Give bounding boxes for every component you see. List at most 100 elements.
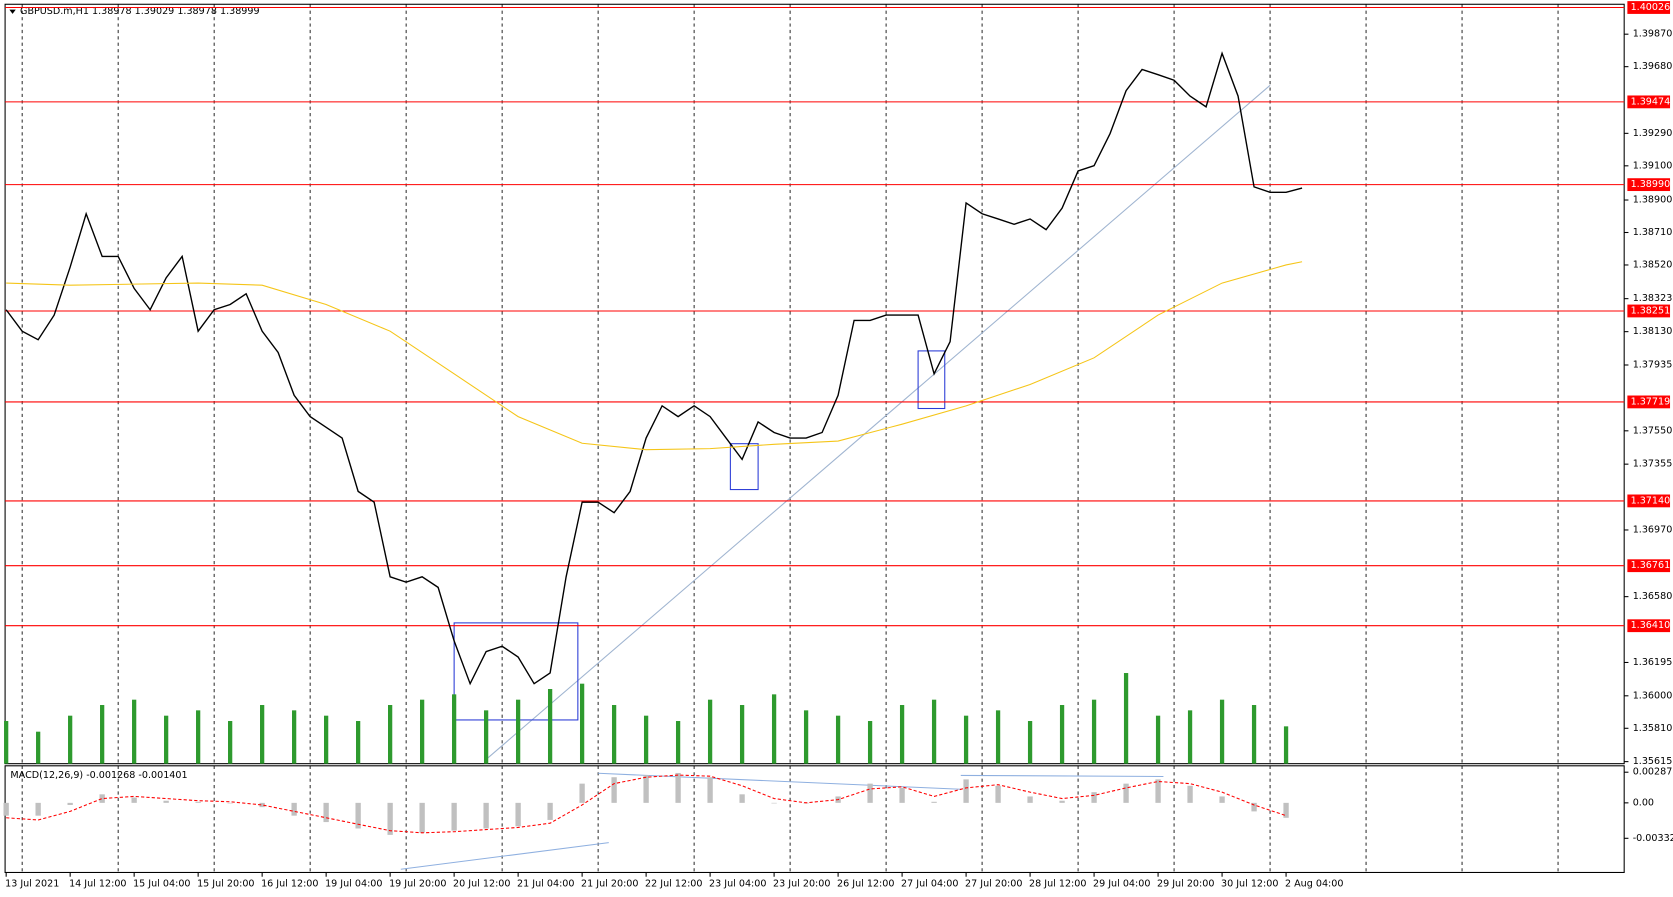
- macd-bar: [419, 802, 425, 833]
- macd-bar: [1219, 796, 1225, 803]
- macd-tick-label: 0.002871: [1633, 767, 1673, 778]
- volume-bar: [1027, 721, 1033, 764]
- level-label: 1.38990: [1631, 179, 1671, 190]
- volume-bar: [451, 694, 457, 764]
- price-line: [5, 51, 1303, 686]
- x-tick-label: 19 Jul 04:00: [325, 879, 382, 890]
- level-label: 1.37140: [1631, 495, 1671, 506]
- volume-bar: [388, 705, 393, 764]
- macd-bar: [195, 801, 201, 803]
- macd-bar: [163, 800, 169, 803]
- trend-line: [400, 842, 609, 870]
- volume-bar: [835, 715, 841, 764]
- y-tick-label: 1.37550: [1633, 425, 1673, 436]
- macd-bar: [995, 785, 1001, 803]
- level-label-bg: [1627, 1, 1671, 14]
- macd-signal: [6, 774, 1287, 834]
- x-tick-label: 29 Jul 20:00: [1157, 879, 1214, 890]
- macd-bar: [963, 779, 969, 803]
- volume-bar: [1091, 699, 1097, 764]
- day-grid: [21, 4, 1559, 873]
- level-label-bg: [1627, 559, 1671, 573]
- macd-bar: [675, 772, 681, 803]
- macd-bar: [611, 777, 617, 803]
- volume-bar: [899, 705, 905, 764]
- y-tick-label: 1.35810: [1633, 723, 1673, 734]
- level-label-bg: [1627, 395, 1671, 409]
- macd-bar: [1027, 796, 1033, 803]
- x-tick-label: 15 Jul 04:00: [133, 879, 190, 890]
- menu-arrow[interactable]: [9, 9, 16, 14]
- volume-bar: [867, 721, 873, 764]
- volume-bar: [1059, 705, 1065, 764]
- y-tick-label: 1.36000: [1633, 690, 1673, 701]
- level-label: 1.36761: [1631, 560, 1671, 571]
- box: [917, 350, 946, 410]
- x-tick-label: 23 Jul 20:00: [773, 879, 830, 890]
- volume-bar: [292, 710, 297, 764]
- x-tick-label: 22 Jul 12:00: [645, 879, 702, 890]
- macd-bar: [387, 802, 393, 835]
- volume-bar: [547, 689, 553, 764]
- x-tick-label: 28 Jul 12:00: [1029, 879, 1086, 890]
- macd-bar: [259, 802, 265, 808]
- y-tick-label: 1.39680: [1633, 61, 1673, 72]
- x-tick-label: 21 Jul 04:00: [517, 879, 574, 890]
- macd-bar: [131, 797, 137, 803]
- volume-bar: [1155, 715, 1161, 764]
- volume-bar: [228, 721, 233, 764]
- volume-bar: [707, 699, 713, 764]
- y-tick-label: 1.36580: [1633, 591, 1673, 602]
- volume-bar: [36, 731, 41, 764]
- trend-line: [960, 774, 1164, 778]
- macd-bar: [931, 801, 937, 803]
- x-tick-label: 29 Jul 04:00: [1093, 879, 1150, 890]
- macd-bar: [99, 794, 105, 803]
- volume-bar: [1219, 699, 1225, 764]
- macd-bar: [35, 802, 41, 816]
- volume-bar: [100, 705, 105, 764]
- volume-bar: [675, 721, 681, 764]
- macd-bar: [579, 783, 585, 803]
- volume-bar: [995, 710, 1001, 764]
- y-tick-label: 1.39870: [1633, 29, 1673, 40]
- macd-bar: [1091, 792, 1097, 803]
- x-tick-label: 14 Jul 12:00: [69, 879, 126, 890]
- x-tick-label: 27 Jul 04:00: [901, 879, 958, 890]
- x-tick-label: 16 Jul 12:00: [261, 879, 318, 890]
- y-tick-label: 1.36970: [1633, 524, 1673, 535]
- x-tick-label: 27 Jul 20:00: [965, 879, 1022, 890]
- volume-bar: [1123, 673, 1129, 764]
- macd-bar: [451, 802, 457, 831]
- x-tick-label: 21 Jul 20:00: [581, 879, 638, 890]
- volume-bar: [1283, 726, 1289, 764]
- volume-bar: [419, 699, 425, 764]
- volume-bar: [132, 699, 137, 764]
- y-tick-label: 1.35615: [1633, 756, 1673, 767]
- y-tick-label: 1.38900: [1633, 195, 1673, 206]
- moving-average: [6, 261, 1303, 451]
- macd-bar: [899, 787, 905, 803]
- x-tick-label: 13 Jul 2021: [5, 879, 59, 890]
- volume-bar: [803, 710, 809, 764]
- level-label: 1.37719: [1631, 396, 1671, 407]
- volume-bar: [739, 705, 745, 764]
- volume-bar: [164, 715, 169, 764]
- level-label-bg: [1627, 304, 1671, 318]
- macd-bar: [1187, 785, 1193, 803]
- volume-bar: [324, 715, 329, 764]
- level-label: 1.38251: [1631, 305, 1671, 316]
- macd-panel: [4, 765, 1625, 874]
- volume-bar: [515, 699, 521, 764]
- volume-bar: [260, 705, 265, 764]
- volume-bar: [68, 715, 73, 764]
- level-label-bg: [1627, 619, 1671, 633]
- macd-bar: [1251, 802, 1257, 812]
- macd-title: MACD(12,26,9) -0.001268 -0.001401: [10, 770, 187, 781]
- x-tick-label: 2 Aug 04:00: [1285, 879, 1344, 890]
- macd-bar: [739, 794, 745, 803]
- volume-bar: [4, 721, 9, 764]
- macd-bar: [707, 777, 713, 803]
